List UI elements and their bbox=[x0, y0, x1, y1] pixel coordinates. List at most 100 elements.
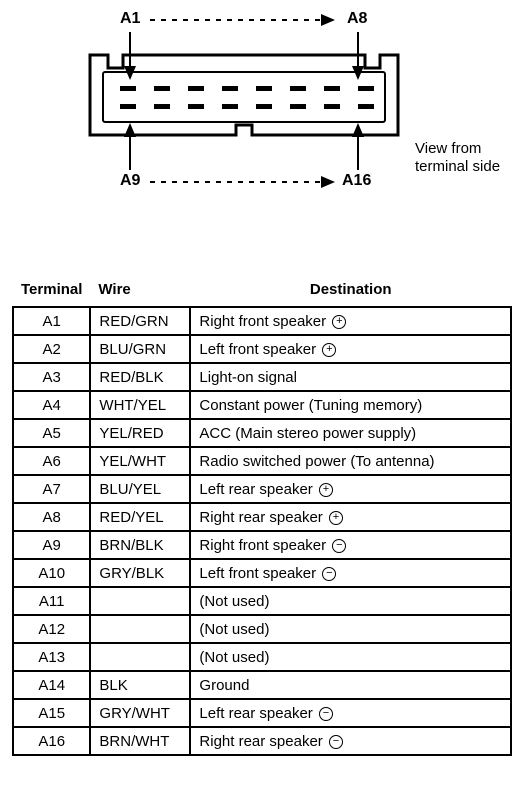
cell-wire: BLK bbox=[90, 671, 190, 699]
table-row: A1RED/GRNRight front speaker + bbox=[13, 307, 511, 335]
cell-wire: GRY/BLK bbox=[90, 559, 190, 587]
cell-wire: RED/YEL bbox=[90, 503, 190, 531]
cell-terminal: A14 bbox=[13, 671, 90, 699]
header-wire: Wire bbox=[90, 275, 190, 307]
destination-text: Right rear speaker bbox=[199, 509, 327, 526]
pinout-table: Terminal Wire Destination A1RED/GRNRight… bbox=[12, 275, 512, 756]
cell-wire: YEL/RED bbox=[90, 419, 190, 447]
polarity-plus-icon: + bbox=[329, 511, 343, 525]
pin-top-6 bbox=[290, 86, 306, 91]
destination-text: Left front speaker bbox=[199, 341, 320, 358]
destination-text: Right front speaker bbox=[199, 313, 330, 330]
table-row: A7BLU/YELLeft rear speaker + bbox=[13, 475, 511, 503]
cell-wire: BRN/WHT bbox=[90, 727, 190, 755]
table-row: A14BLK Ground bbox=[13, 671, 511, 699]
cell-terminal: A9 bbox=[13, 531, 90, 559]
connector-diagram: A1 A8 A9 A16 View from terminal side bbox=[0, 0, 523, 210]
table-row: A5YEL/RED ACC (Main stereo power supply) bbox=[13, 419, 511, 447]
destination-text: Left rear speaker bbox=[199, 705, 317, 722]
cell-wire bbox=[90, 615, 190, 643]
cell-destination: Light-on signal bbox=[190, 363, 511, 391]
table-body: A1RED/GRNRight front speaker +A2BLU/GRNL… bbox=[13, 307, 511, 755]
header-terminal: Terminal bbox=[13, 275, 90, 307]
cell-destination: Left front speaker + bbox=[190, 335, 511, 363]
table-row: A15GRY/WHTLeft rear speaker − bbox=[13, 699, 511, 727]
destination-text: ACC (Main stereo power supply) bbox=[199, 425, 416, 442]
table-row: A11 (Not used) bbox=[13, 587, 511, 615]
pin-bottom-4 bbox=[222, 104, 238, 109]
pin-top-8 bbox=[358, 86, 374, 91]
destination-text: Radio switched power (To antenna) bbox=[199, 453, 434, 470]
cell-terminal: A5 bbox=[13, 419, 90, 447]
cell-destination: Right front speaker − bbox=[190, 531, 511, 559]
destination-text: Ground bbox=[199, 677, 249, 694]
pins-bottom-row bbox=[120, 104, 374, 109]
pin-bottom-3 bbox=[188, 104, 204, 109]
table-row: A16BRN/WHTRight rear speaker − bbox=[13, 727, 511, 755]
cell-destination: Left rear speaker + bbox=[190, 475, 511, 503]
table-row: A12 (Not used) bbox=[13, 615, 511, 643]
pin-top-2 bbox=[154, 86, 170, 91]
cell-terminal: A6 bbox=[13, 447, 90, 475]
table-row: A4WHT/YELConstant power (Tuning memory) bbox=[13, 391, 511, 419]
cell-terminal: A2 bbox=[13, 335, 90, 363]
table-row: A3RED/BLKLight-on signal bbox=[13, 363, 511, 391]
cell-wire: BLU/GRN bbox=[90, 335, 190, 363]
pin-top-3 bbox=[188, 86, 204, 91]
cell-terminal: A3 bbox=[13, 363, 90, 391]
cell-wire: WHT/YEL bbox=[90, 391, 190, 419]
polarity-minus-icon: − bbox=[322, 567, 336, 581]
pin-bottom-1 bbox=[120, 104, 136, 109]
cell-destination: Radio switched power (To antenna) bbox=[190, 447, 511, 475]
cell-terminal: A15 bbox=[13, 699, 90, 727]
destination-text: (Not used) bbox=[199, 649, 269, 666]
destination-text: Right front speaker bbox=[199, 537, 330, 554]
pin-top-5 bbox=[256, 86, 272, 91]
cell-destination: ACC (Main stereo power supply) bbox=[190, 419, 511, 447]
pin-top-4 bbox=[222, 86, 238, 91]
header-destination: Destination bbox=[190, 275, 511, 307]
cell-wire bbox=[90, 643, 190, 671]
pin-bottom-8 bbox=[358, 104, 374, 109]
cell-terminal: A1 bbox=[13, 307, 90, 335]
table-row: A13 (Not used) bbox=[13, 643, 511, 671]
cell-terminal: A11 bbox=[13, 587, 90, 615]
cell-destination: Right rear speaker + bbox=[190, 503, 511, 531]
polarity-minus-icon: − bbox=[329, 735, 343, 749]
cell-terminal: A13 bbox=[13, 643, 90, 671]
destination-text: (Not used) bbox=[199, 621, 269, 638]
cell-terminal: A12 bbox=[13, 615, 90, 643]
connector-svg bbox=[0, 0, 523, 210]
cell-wire: RED/BLK bbox=[90, 363, 190, 391]
pin-bottom-2 bbox=[154, 104, 170, 109]
polarity-plus-icon: + bbox=[332, 315, 346, 329]
pin-bottom-6 bbox=[290, 104, 306, 109]
pin-bottom-7 bbox=[324, 104, 340, 109]
cell-wire bbox=[90, 587, 190, 615]
cell-destination: Constant power (Tuning memory) bbox=[190, 391, 511, 419]
cell-terminal: A8 bbox=[13, 503, 90, 531]
destination-text: Left front speaker bbox=[199, 565, 320, 582]
polarity-minus-icon: − bbox=[319, 707, 333, 721]
cell-destination: Left front speaker − bbox=[190, 559, 511, 587]
pin-top-7 bbox=[324, 86, 340, 91]
destination-text: (Not used) bbox=[199, 593, 269, 610]
cell-wire: BRN/BLK bbox=[90, 531, 190, 559]
connector-inner bbox=[103, 72, 385, 122]
pin-top-1 bbox=[120, 86, 136, 91]
cell-wire: BLU/YEL bbox=[90, 475, 190, 503]
cell-destination: (Not used) bbox=[190, 587, 511, 615]
cell-terminal: A10 bbox=[13, 559, 90, 587]
destination-text: Left rear speaker bbox=[199, 481, 317, 498]
destination-text: Right rear speaker bbox=[199, 733, 327, 750]
table-row: A6YEL/WHTRadio switched power (To antenn… bbox=[13, 447, 511, 475]
table-row: A8RED/YELRight rear speaker + bbox=[13, 503, 511, 531]
cell-terminal: A16 bbox=[13, 727, 90, 755]
cell-terminal: A7 bbox=[13, 475, 90, 503]
table-row: A10GRY/BLKLeft front speaker − bbox=[13, 559, 511, 587]
table-row: A2BLU/GRNLeft front speaker + bbox=[13, 335, 511, 363]
cell-destination: Right rear speaker − bbox=[190, 727, 511, 755]
pin-bottom-5 bbox=[256, 104, 272, 109]
page-root: A1 A8 A9 A16 View from terminal side bbox=[0, 0, 523, 800]
polarity-plus-icon: + bbox=[322, 343, 336, 357]
